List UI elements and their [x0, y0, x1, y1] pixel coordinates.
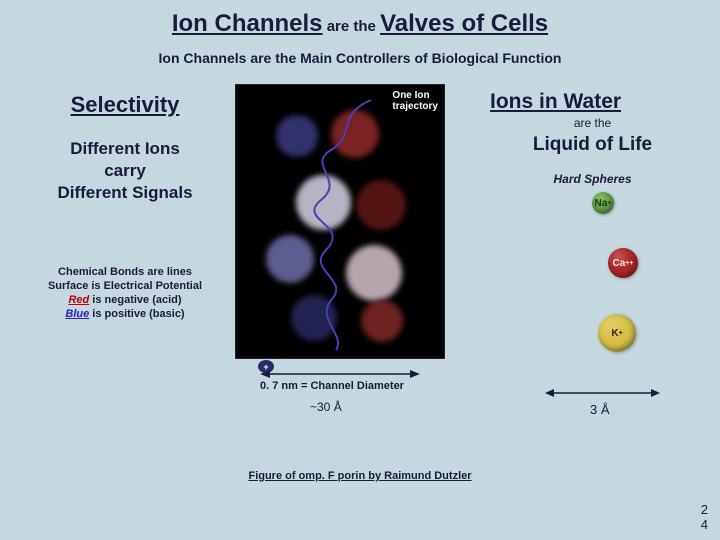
scale-arrow [545, 387, 660, 399]
figure-credit: Figure of omp. F porin by Raimund Dutzle… [0, 470, 720, 482]
left-body: Different Ions carry Different Signals [30, 138, 220, 204]
left-line2: carry [30, 160, 220, 182]
slide-subtitle: Ion Channels are the Main Controllers of… [0, 50, 720, 66]
hard-spheres-label: Hard Spheres [490, 172, 695, 186]
title-connector: are the [323, 18, 381, 35]
ion-sphere-k: K+ [598, 314, 636, 352]
channel-length-label: ~30 Å [310, 400, 342, 414]
legend-line1: Chemical Bonds are lines [30, 266, 220, 280]
left-column: Selectivity Different Ions carry Differe… [30, 92, 220, 321]
diameter-label: 0. 7 nm = Channel Diameter [260, 380, 404, 392]
legend-red: Red [68, 294, 89, 306]
legend-line3: Red is negative (acid) [30, 294, 220, 308]
legend-line2: Surface is Electrical Potential [30, 280, 220, 294]
legend-red-rest: is negative (acid) [89, 294, 181, 306]
traj-l1: One Ion [392, 90, 429, 101]
ion-sphere-na: Na+ [592, 192, 614, 214]
right-column: Ions in Water are the Liquid of Life Har… [490, 90, 695, 382]
left-line1: Different Ions [30, 138, 220, 160]
legend-blue: Blue [65, 308, 89, 320]
traj-l2: trajectory [392, 101, 438, 112]
selectivity-heading: Selectivity [30, 92, 220, 118]
ion-trajectory [236, 85, 445, 359]
slide-title: Ion Channels are the Valves of Cells [0, 0, 720, 38]
scale-label: 3 Å [590, 402, 610, 417]
page-l1: 2 [701, 503, 708, 517]
ions-heading: Ions in Water [490, 90, 695, 114]
legend-line4: Blue is positive (basic) [30, 308, 220, 322]
legend-blue-rest: is positive (basic) [89, 308, 184, 320]
left-line3: Different Signals [30, 182, 220, 204]
ions-sub2: Liquid of Life [490, 134, 695, 156]
page-l2: 4 [701, 518, 708, 532]
title-part1: Ion Channels [172, 10, 323, 37]
main-area: Selectivity Different Ions carry Differe… [0, 84, 720, 414]
page-number: 2 4 [701, 503, 708, 532]
sphere-diagram: Na+ Ca++ K+ [490, 192, 695, 382]
diameter-arrow [260, 367, 420, 381]
protein-figure: One Ion trajectory [235, 84, 445, 359]
figure-legend: Chemical Bonds are lines Surface is Elec… [30, 266, 220, 321]
ions-sub1: are the [490, 116, 695, 130]
ion-sphere-ca: Ca++ [608, 248, 638, 278]
trajectory-label: One Ion trajectory [392, 91, 438, 112]
title-part2: Valves of Cells [380, 10, 548, 37]
